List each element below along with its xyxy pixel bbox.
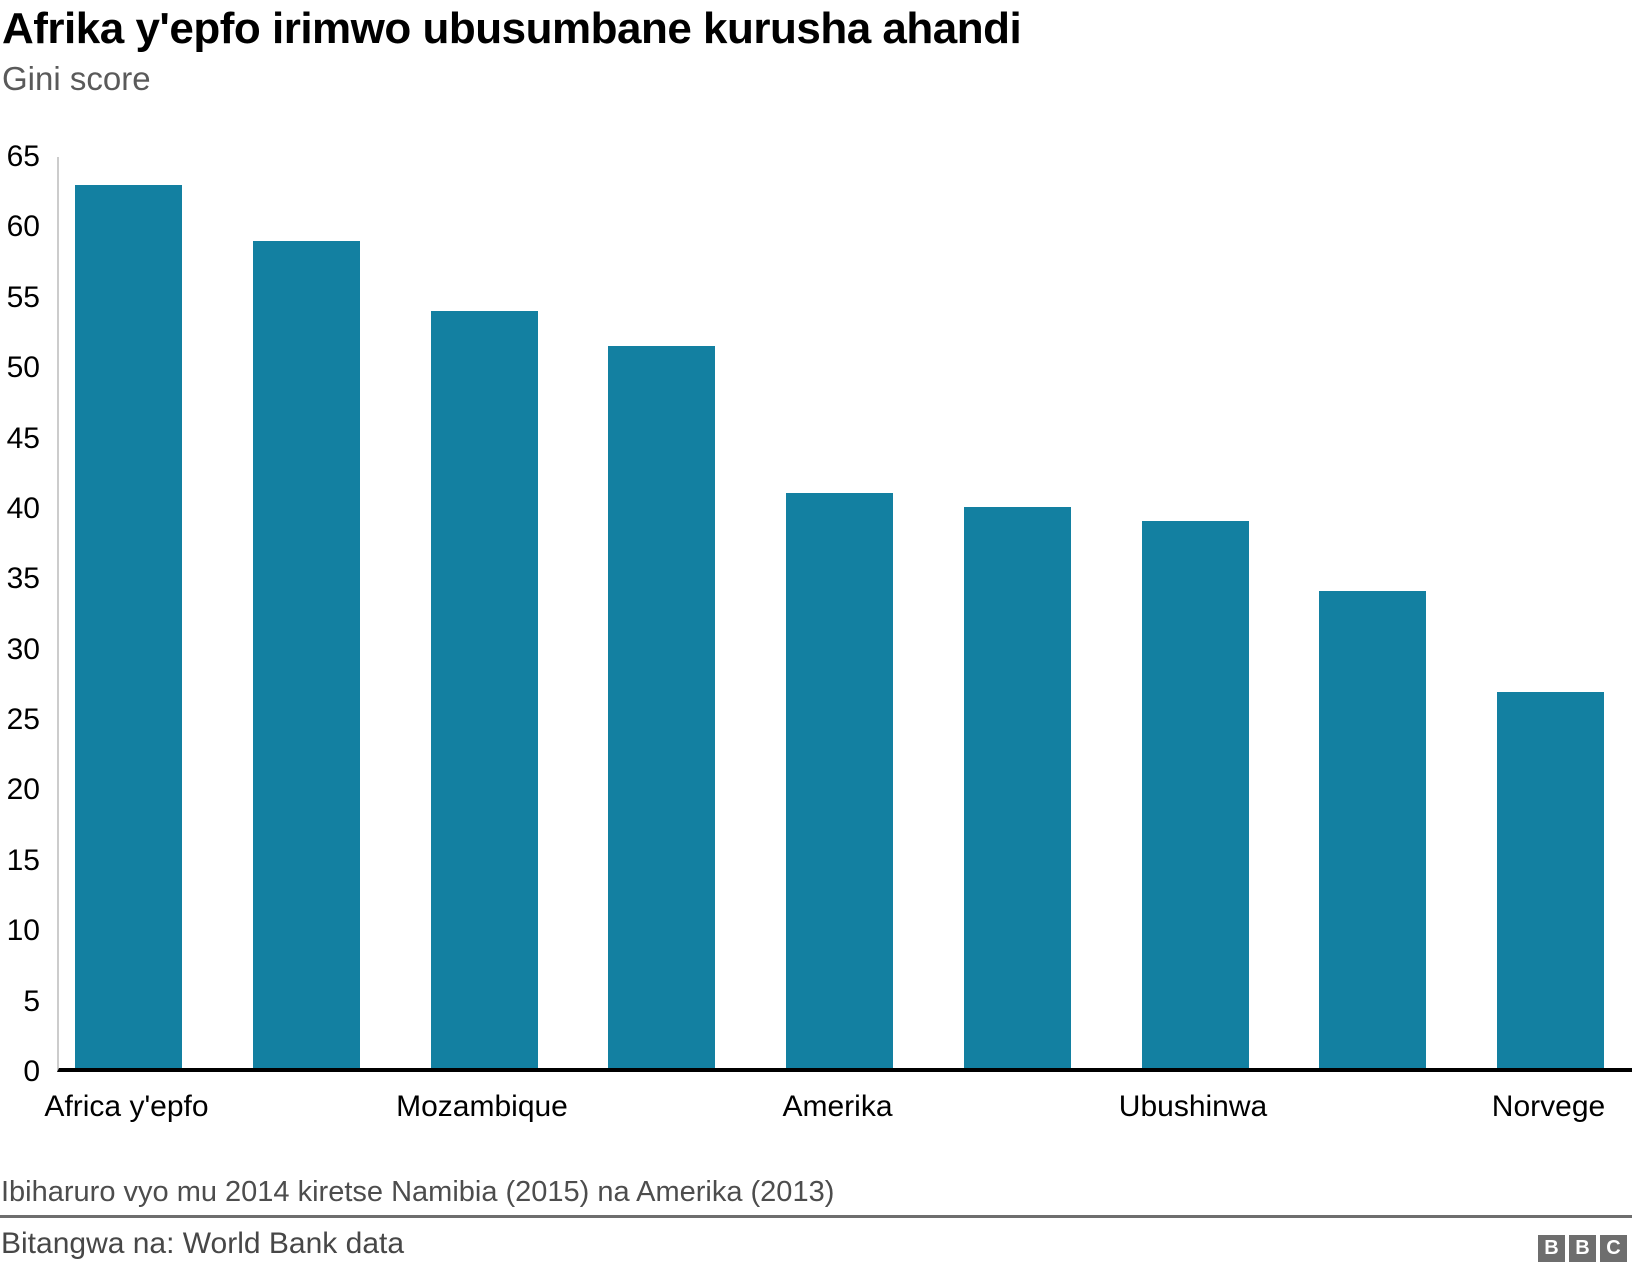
x-axis-tick-label: Ubushinwa [1118, 1090, 1268, 1123]
source-text: Bitangwa na: World Bank data [1, 1227, 405, 1260]
x-axis-tick-label: Amerika [782, 1090, 893, 1123]
chart-footnote: Ibiharuro vyo mu 2014 kiretse Namibia (2… [1, 1176, 835, 1208]
x-axis-tick-label: Mozambique [396, 1090, 568, 1123]
bar [430, 311, 538, 1068]
bar [963, 507, 1071, 1068]
y-axis-tick-label: 5 [23, 984, 40, 1018]
bar [252, 241, 360, 1068]
y-axis-tick-label: 50 [6, 351, 40, 385]
y-axis-tick-label: 25 [6, 703, 40, 737]
y-axis-tick-label: 40 [6, 491, 40, 525]
bbc-logo-letter-box: B [1569, 1235, 1596, 1262]
y-axis-tick-label: 45 [6, 421, 40, 455]
x-axis-tick-label: Africa y'epfo [44, 1090, 209, 1123]
bar [608, 346, 716, 1068]
y-axis-tick-label: 0 [23, 1055, 40, 1088]
bbc-logo: B B C [1538, 1235, 1627, 1262]
y-axis-tick-label: 60 [6, 210, 40, 244]
y-axis-tick-label: 55 [6, 280, 40, 314]
bbc-logo-letter-box: B [1538, 1235, 1565, 1262]
y-axis-tick-label: 20 [6, 773, 40, 807]
bar [786, 493, 893, 1068]
x-axis: Africa y'epfo Mozambique Amerika Ubushinwa N… [44, 1090, 1632, 1130]
y-axis-tick-label: 35 [6, 562, 40, 596]
bbc-logo-letter-box: C [1600, 1235, 1627, 1262]
bar [1497, 692, 1604, 1068]
x-axis-tick-label: Norvege [1491, 1090, 1606, 1123]
y-axis: 0 5 10 15 20 25 30 35 40 45 50 55 60 65 [0, 140, 42, 1088]
plot-area [57, 157, 1632, 1072]
bar [1319, 591, 1427, 1068]
page-title: Afrika y'epfo irimwo ubusumbane kurusha … [2, 4, 1022, 53]
y-axis-tick-label: 10 [6, 914, 40, 948]
bar [75, 185, 182, 1068]
y-axis-tick-label: 15 [6, 843, 40, 877]
y-axis-tick-label: 65 [6, 140, 40, 173]
page-subtitle: Gini score [2, 60, 151, 97]
footer-divider [0, 1215, 1632, 1218]
bar [1141, 521, 1249, 1068]
y-axis-tick-label: 30 [6, 632, 40, 666]
